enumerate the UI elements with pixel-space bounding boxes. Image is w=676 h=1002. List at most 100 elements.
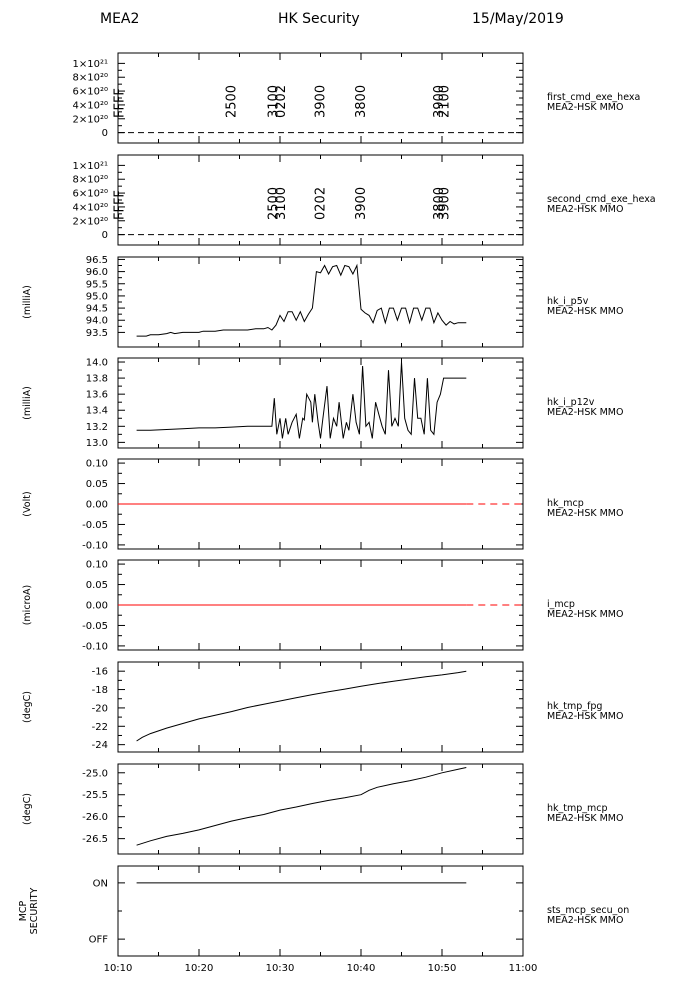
y-tick-label: 0.00 [86, 500, 108, 511]
y-tick-label: 13.4 [86, 406, 108, 417]
y-tick-label: 8×10²⁰ [73, 73, 108, 84]
parameter-source: MEA2-HSK MMO [547, 609, 623, 620]
y-tick-label: 94.5 [86, 304, 108, 315]
y-tick-label: -0.05 [82, 621, 108, 632]
y-tick-label: 0.10 [86, 459, 108, 470]
parameter-name: first_cmd_exe_hexa [547, 92, 640, 103]
y-tick-label: -0.05 [82, 520, 108, 531]
y-tick-label: -18 [92, 685, 108, 696]
parameter-source: MEA2-HSK MMO [547, 306, 623, 317]
y-axis-unit: (milliA) [22, 386, 33, 420]
parameter-source: MEA2-HSK MMO [547, 711, 623, 722]
x-tick-label: 10:20 [185, 963, 214, 974]
command-code-label: 3100 [274, 187, 289, 220]
series-line [136, 263, 467, 337]
y-tick-label: 0 [102, 230, 108, 241]
y-tick-label: 4×10²⁰ [73, 100, 108, 111]
y-tick-label: 6×10²⁰ [73, 189, 108, 200]
parameter-name: hk_mcp [547, 498, 584, 509]
y-tick-label: -24 [92, 740, 108, 751]
command-code-label: 3900 [432, 85, 447, 118]
y-tick-label: -0.10 [82, 540, 108, 551]
panel-i_mcp: 0.10 0.05 0.00 -0.05 -0.10 (microA) i_mcpMEA2-… [22, 559, 623, 652]
plot-frame [117, 661, 524, 753]
y-tick-label: -16 [92, 667, 108, 678]
panel-hk_tmp_mcp: -25.0 -25.5 -26.0 -26.5 (degC) hk_tmp_mcpMEA2… [22, 763, 623, 855]
panel-first_cmd_exe_hexa: 1×10²¹ 8×10²⁰ 6×10²⁰ 4×10²⁰ 2×10²⁰ 0 FFFF 2500 3… [73, 52, 640, 144]
command-code-label: 0202 [274, 85, 289, 118]
command-code-label: 2500 [267, 187, 282, 220]
parameter-name: hk_i_p12v [547, 397, 595, 408]
y-tick-label: -25.5 [82, 790, 108, 801]
y-tick-label: 2×10²⁰ [73, 114, 108, 125]
y-tick-label: 2×10²⁰ [73, 216, 108, 227]
series-line [136, 361, 467, 439]
y-tick-label: 14.0 [86, 358, 108, 369]
y-tick-label: OFF [89, 935, 109, 946]
y-tick-label: ON [93, 878, 108, 889]
command-code-label: FFFF [113, 190, 128, 220]
y-tick-label: 93.5 [86, 328, 108, 339]
series-line [136, 767, 467, 846]
command-code-label: 3900 [437, 187, 452, 220]
y-tick-label: 13.2 [86, 422, 108, 433]
y-tick-label: -0.10 [82, 641, 108, 652]
y-tick-label: -20 [92, 703, 108, 714]
command-code-label: 3100 [267, 85, 282, 118]
parameter-name: hk_tmp_fpg [547, 701, 602, 712]
y-tick-label: 1×10²¹ [73, 59, 108, 70]
command-code-label: FFFF [113, 88, 128, 118]
y-tick-label: 0.10 [86, 560, 108, 571]
y-axis-unit: (degC) [22, 691, 33, 723]
parameter-source: MEA2-HSK MMO [547, 204, 623, 215]
command-code-label: 0202 [314, 187, 329, 220]
y-tick-label: -25.0 [82, 768, 108, 779]
y-tick-label: 94.0 [86, 316, 108, 327]
command-code-label: 3900 [314, 85, 329, 118]
y-tick-label: 0.05 [86, 580, 108, 591]
y-tick-label: 0 [102, 128, 108, 139]
parameter-source: MEA2-HSK MMO [547, 508, 623, 519]
parameter-source: MEA2-HSK MMO [547, 915, 623, 926]
y-axis-unit: (milliA) [22, 285, 33, 319]
header-center: HK Security [278, 11, 360, 27]
command-code-label: 2100 [437, 85, 452, 118]
y-tick-label: 1×10²¹ [73, 161, 108, 172]
parameter-name: sts_mcp_secu_on [547, 905, 629, 916]
series-line [136, 670, 467, 742]
command-code-label: 3800 [432, 187, 447, 220]
panel-hk_i_p5v: 93.594.094.5 95.095.596.096.5 (milliA) hk_i… [22, 255, 623, 348]
y-tick-label: 96.0 [86, 267, 108, 278]
panel-hk_mcp: 0.10 0.05 0.00 -0.05 -0.10 (Volt) hk_mcpMEA2-H… [22, 458, 623, 551]
parameter-source: MEA2-HSK MMO [547, 407, 623, 418]
parameter-source: MEA2-HSK MMO [547, 102, 623, 113]
y-axis-unit: (degC) [22, 793, 33, 825]
y-tick-label: 96.5 [86, 255, 108, 266]
panel-hk_i_p12v: 13.0 13.2 13.4 13.6 13.8 14.0 (milliA) hk_i_p12… [22, 357, 623, 449]
x-tick-label: 10:50 [428, 963, 457, 974]
command-code-label: 3900 [354, 187, 369, 220]
plot-frame [117, 865, 524, 957]
plot-frame [117, 763, 524, 855]
y-tick-label: 95.0 [86, 291, 108, 302]
x-tick-label: 10:30 [266, 963, 295, 974]
y-axis-unit: MCP [18, 900, 29, 921]
panel-hk_tmp_fpg: -16 -18 -20 -22 -24 (degC) hk_tmp_fpgMEA2-HSK … [22, 661, 623, 753]
y-tick-label: 6×10²⁰ [73, 87, 108, 98]
y-axis-unit: (microA) [22, 585, 33, 626]
y-tick-label: 13.8 [86, 374, 108, 385]
command-code-label: 2500 [224, 85, 239, 118]
y-tick-label: -22 [92, 722, 108, 733]
y-tick-label: 4×10²⁰ [73, 202, 108, 213]
parameter-name: hk_tmp_mcp [547, 803, 608, 814]
y-tick-label: -26.0 [82, 812, 108, 823]
header-right: 15/May/2019 [472, 11, 564, 27]
x-tick-label: 11:00 [509, 963, 538, 974]
parameter-name: i_mcp [547, 599, 575, 610]
parameter-source: MEA2-HSK MMO [547, 813, 623, 824]
header-left: MEA2 [100, 11, 139, 27]
y-tick-label: 13.6 [86, 390, 108, 401]
